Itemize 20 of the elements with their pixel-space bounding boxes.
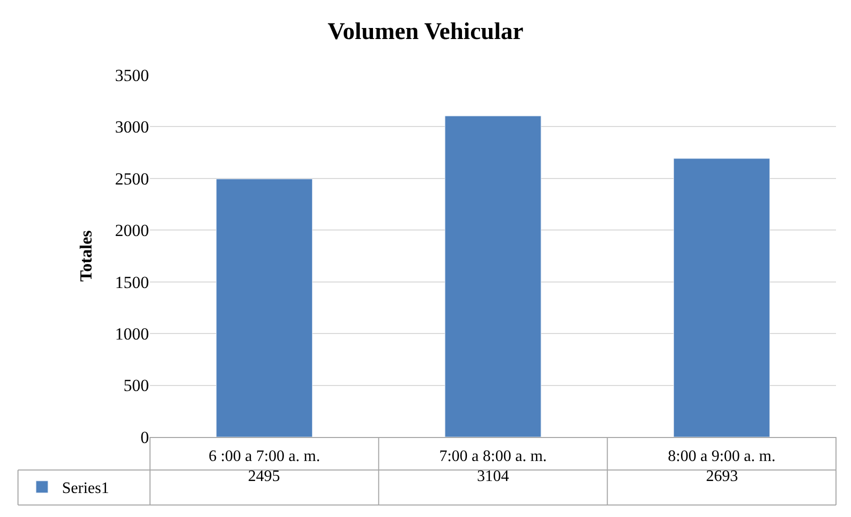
y-tick-label: 0 — [140, 428, 149, 447]
data-label: 2495 — [248, 468, 280, 485]
y-tick-label: 3500 — [115, 66, 149, 85]
bar — [216, 178, 313, 437]
bar — [444, 116, 542, 437]
y-tick-label: 1000 — [115, 324, 149, 344]
legend-label: Series1 — [62, 480, 110, 498]
y-tick-label: 500 — [124, 376, 149, 396]
y-tick-label: 2000 — [115, 221, 149, 240]
x-tick-label: 8:00 a 9:00 a. m. — [668, 448, 776, 466]
x-tick-label: 7:00 a 8:00 a. m. — [439, 448, 547, 466]
y-tick-label: 2500 — [115, 169, 149, 188]
data-label: 2693 — [706, 468, 738, 485]
bar — [673, 158, 770, 437]
x-tick-label: 6 :00 a 7:00 a. m. — [208, 448, 320, 466]
chart-title: Volumen Vehicular — [328, 18, 524, 45]
y-tick-label: 3000 — [115, 118, 149, 137]
y-tick-label: 1500 — [115, 272, 149, 292]
y-axis-title: Totales — [76, 230, 96, 282]
data-label: 3104 — [477, 468, 509, 485]
